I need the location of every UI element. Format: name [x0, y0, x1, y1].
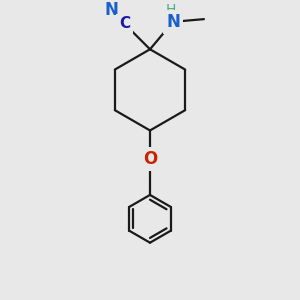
- Text: H: H: [165, 3, 176, 17]
- Text: N: N: [104, 2, 118, 20]
- Text: N: N: [166, 13, 180, 31]
- Text: C: C: [119, 16, 130, 32]
- Text: O: O: [143, 150, 157, 168]
